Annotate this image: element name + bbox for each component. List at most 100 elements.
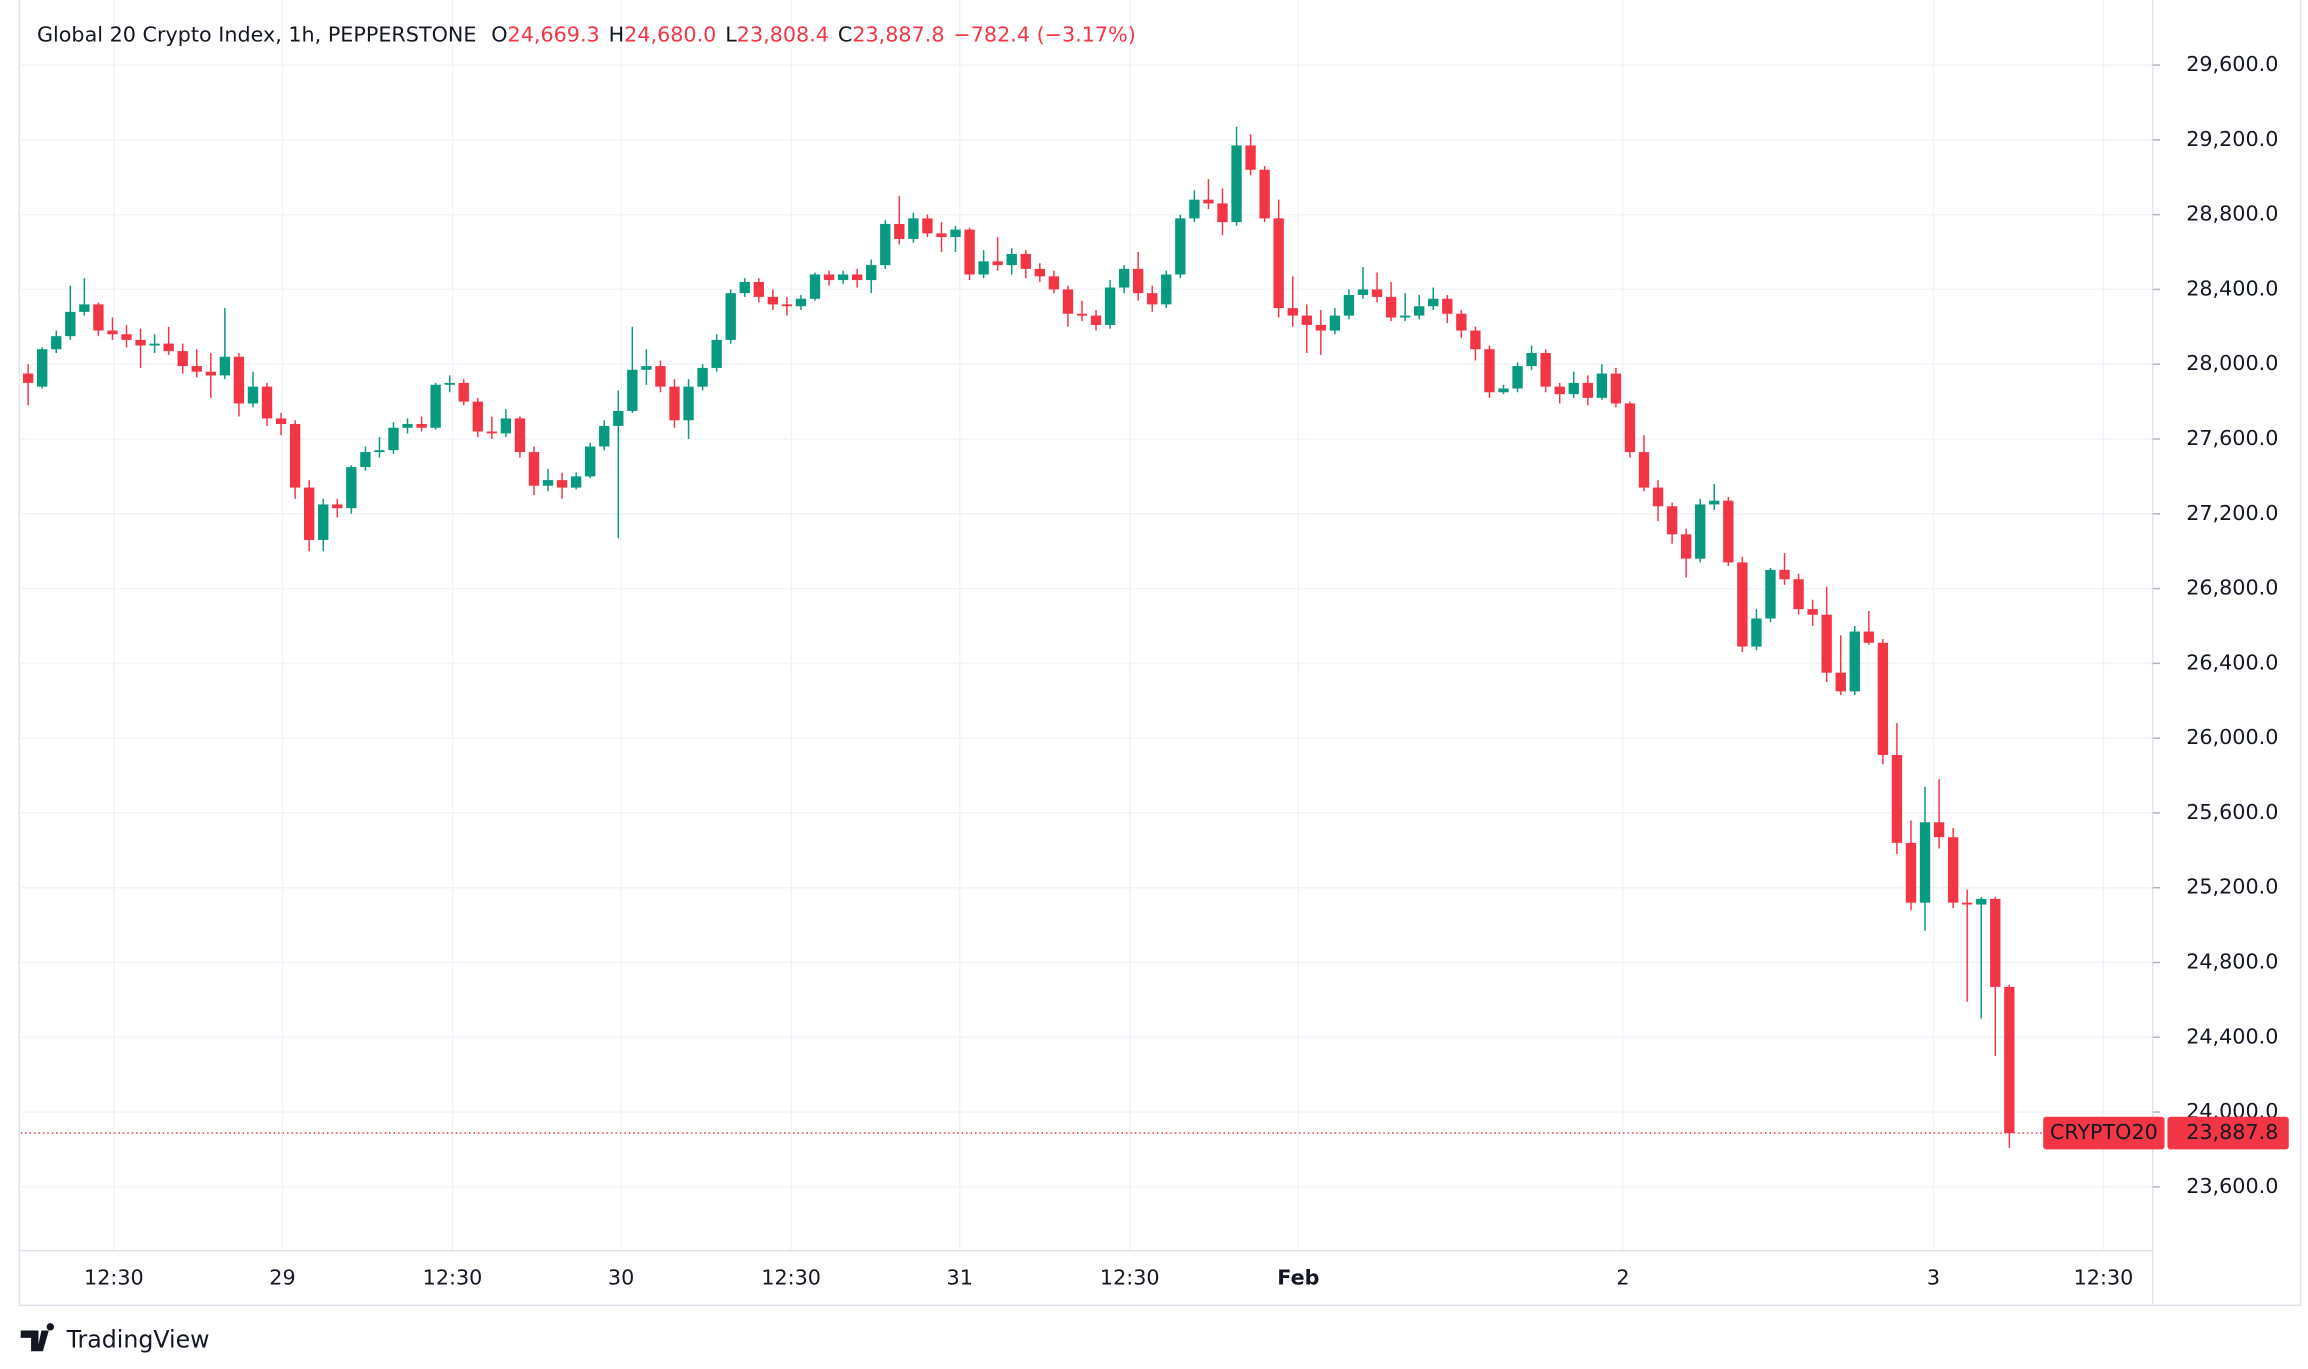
candle-body <box>1414 306 1425 316</box>
candle-body <box>809 274 821 299</box>
y-tick-label: 25,200.0 <box>2186 875 2278 899</box>
candle-body <box>1104 287 1116 325</box>
candle-body <box>669 386 680 421</box>
candle-body <box>22 373 34 383</box>
candle-body <box>233 356 245 404</box>
candle-body <box>1315 324 1327 331</box>
header: Global 20 Crypto Index, 1h, PEPPERSTONE O… <box>37 23 1136 47</box>
candle-body <box>149 343 160 346</box>
candle-body <box>1090 315 1102 325</box>
candle-body <box>1540 352 1551 387</box>
candle-body <box>1933 822 1945 838</box>
y-tick-label: 27,200.0 <box>2186 501 2278 525</box>
candle-body <box>1273 218 1284 309</box>
x-tick-label: 30 <box>608 1266 634 1290</box>
brand: TradingView <box>20 1323 210 1353</box>
candle-body <box>1962 902 1973 905</box>
candle-body <box>1189 199 1200 219</box>
y-tick-label: 29,200.0 <box>2186 127 2278 151</box>
candle-body <box>1020 253 1031 269</box>
candle-body <box>205 371 216 376</box>
legend-value: 24,669.3 <box>508 23 600 47</box>
candle-body <box>1034 268 1046 277</box>
candle-body <box>1217 203 1228 223</box>
candle-body <box>1245 145 1256 170</box>
candle-body <box>65 311 76 337</box>
candle-body <box>908 218 919 239</box>
candle-body <box>781 304 793 307</box>
candle-body <box>37 349 48 387</box>
legend-key: C <box>838 23 852 47</box>
y-tick-label: 28,000.0 <box>2186 351 2278 375</box>
candle-body <box>964 229 975 275</box>
candle-body <box>1147 293 1158 305</box>
candle-body <box>1666 506 1678 535</box>
candle-body <box>1343 295 1355 316</box>
candle-body <box>1259 169 1270 219</box>
x-tick-label: 12:30 <box>761 1266 821 1290</box>
candle-body <box>1596 373 1608 398</box>
candle-body <box>1891 754 1903 843</box>
candle-body <box>332 504 343 509</box>
grid <box>20 0 2153 1251</box>
candle-body <box>1638 452 1650 488</box>
y-tick-label: 28,400.0 <box>2186 276 2278 300</box>
y-tick-label: 28,800.0 <box>2186 202 2278 226</box>
candle-body <box>1329 315 1341 331</box>
y-tick-label: 26,800.0 <box>2186 576 2278 600</box>
candle-body <box>542 480 554 486</box>
legend-key: O <box>491 23 507 47</box>
candle-body <box>894 223 905 239</box>
candle-body <box>1456 313 1467 331</box>
candle-body <box>697 367 708 387</box>
candle-body <box>950 229 961 238</box>
candle-body <box>556 480 568 488</box>
candle-body <box>1526 352 1537 367</box>
candle-body <box>739 281 750 294</box>
candle-body <box>866 265 877 281</box>
candle-body <box>163 343 174 352</box>
candle-body <box>1470 330 1481 350</box>
symbol-title: Global 20 Crypto Index, 1h, PEPPERSTONE <box>37 23 476 47</box>
y-tick-label: 25,600.0 <box>2186 800 2278 824</box>
x-tick-label: Feb <box>1277 1266 1319 1290</box>
candle-body <box>1231 145 1242 223</box>
candle-body <box>1203 199 1214 204</box>
candle-body <box>500 418 512 434</box>
candle-body <box>767 296 779 305</box>
candle-body <box>753 281 764 297</box>
x-tick-label: 31 <box>947 1266 973 1290</box>
candle-body <box>289 424 301 488</box>
candle-body <box>1723 500 1734 563</box>
candle-body <box>1821 614 1832 673</box>
y-tick-label: 27,600.0 <box>2186 426 2278 450</box>
candle-body <box>458 382 469 402</box>
candle-body <box>1161 274 1172 305</box>
candle-body <box>135 339 146 346</box>
candle-body <box>1076 313 1088 316</box>
candle-body <box>922 218 933 234</box>
candle-body <box>346 467 357 509</box>
candle-body <box>1512 366 1523 389</box>
candle-body <box>1133 268 1144 294</box>
candle-body <box>514 418 526 453</box>
legend-key: L <box>725 23 737 47</box>
candle-body <box>655 366 666 387</box>
legend-value: 23,808.4 <box>737 23 829 47</box>
candle-body <box>121 334 132 340</box>
candle-body <box>1048 276 1060 290</box>
candle-body <box>851 274 863 281</box>
y-tick-label: 24,800.0 <box>2186 949 2278 973</box>
candle-body <box>430 384 441 428</box>
candle-body <box>992 261 1003 266</box>
candle-body <box>1919 822 1931 903</box>
candle-body <box>627 369 638 411</box>
legend-value: 24,680.0 <box>624 23 716 47</box>
candle-body <box>2004 986 2015 1134</box>
candle-body <box>1175 218 1186 275</box>
candle-body <box>837 274 849 281</box>
brand-name: TradingView <box>66 1325 210 1353</box>
candle-body <box>1610 373 1622 404</box>
candle-body <box>219 356 231 376</box>
